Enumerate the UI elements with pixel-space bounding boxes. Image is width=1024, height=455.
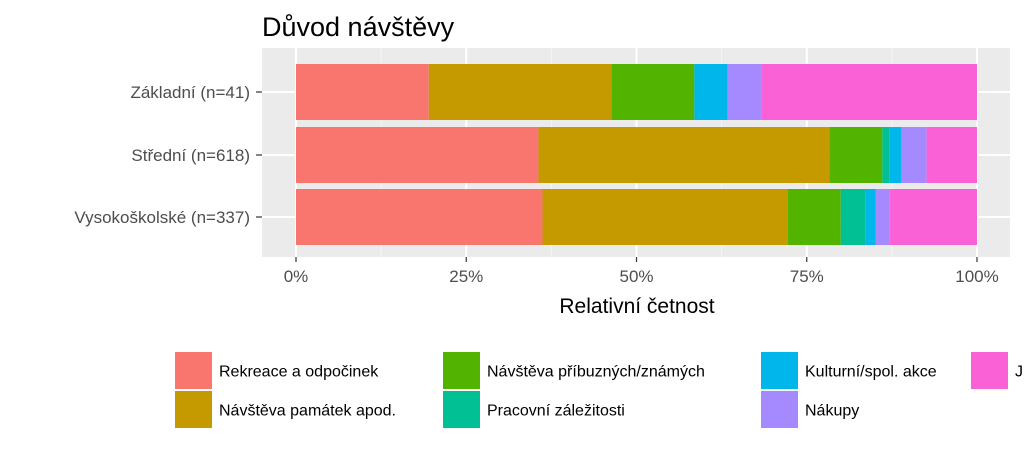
x-tick-label: 25% bbox=[449, 267, 483, 286]
legend-label: Rekreace a odpočinek bbox=[219, 364, 379, 381]
bar-segment bbox=[296, 64, 429, 120]
y-axis: Základní (n=41) Střední (n=618) Vysokoškol… bbox=[74, 83, 262, 227]
bar-segment bbox=[296, 189, 543, 245]
legend-key bbox=[971, 352, 1008, 389]
legend-label: Pracovní záležitosti bbox=[487, 403, 625, 420]
legend-label: Nákupy bbox=[805, 403, 859, 420]
legend-key bbox=[175, 352, 212, 389]
bar-segment bbox=[926, 127, 977, 183]
bar-segment bbox=[889, 127, 902, 183]
legend-label: Kulturní/spol. akce bbox=[805, 364, 937, 381]
x-tick-label: 0% bbox=[284, 267, 309, 286]
bar-segment bbox=[428, 64, 612, 120]
bar-segment bbox=[865, 189, 876, 245]
bar-segment bbox=[761, 64, 977, 120]
bar-segment bbox=[787, 189, 841, 245]
x-axis: 0% 25% 50% 75% 100% bbox=[284, 257, 999, 286]
y-tick-label: Vysokoškolské (n=337) bbox=[74, 208, 250, 227]
chart-title: Důvod návštěvy bbox=[262, 12, 455, 42]
legend-key bbox=[175, 391, 212, 428]
x-tick-label: 75% bbox=[790, 267, 824, 286]
bar-segment bbox=[889, 189, 977, 245]
legend-label: Návštěva památek apod. bbox=[219, 403, 396, 420]
bar-segment bbox=[840, 189, 866, 245]
legend-key bbox=[443, 391, 480, 428]
bars bbox=[296, 64, 977, 245]
bar-segment bbox=[875, 189, 890, 245]
legend: Rekreace a odpočinek Návštěva památek apo… bbox=[175, 352, 1023, 428]
x-tick-label: 100% bbox=[955, 267, 998, 286]
bar-segment bbox=[542, 189, 788, 245]
x-tick-label: 50% bbox=[619, 267, 653, 286]
legend-label: Návštěva příbuzných/známých bbox=[487, 364, 705, 381]
bar-segment bbox=[901, 127, 927, 183]
legend-label: J bbox=[1015, 364, 1023, 381]
x-axis-title: Relativní četnost bbox=[559, 295, 714, 318]
bar-segment bbox=[694, 64, 728, 120]
legend-key bbox=[761, 352, 798, 389]
y-tick-label: Základní (n=41) bbox=[130, 83, 250, 102]
bar-segment bbox=[296, 127, 539, 183]
bar-segment bbox=[829, 127, 883, 183]
legend-key bbox=[761, 391, 798, 428]
bar-segment bbox=[727, 64, 762, 120]
y-tick-label: Střední (n=618) bbox=[131, 146, 250, 165]
legend-key bbox=[443, 352, 480, 389]
bar-segment bbox=[538, 127, 830, 183]
bar-segment bbox=[882, 127, 890, 183]
bar-segment bbox=[611, 64, 695, 120]
